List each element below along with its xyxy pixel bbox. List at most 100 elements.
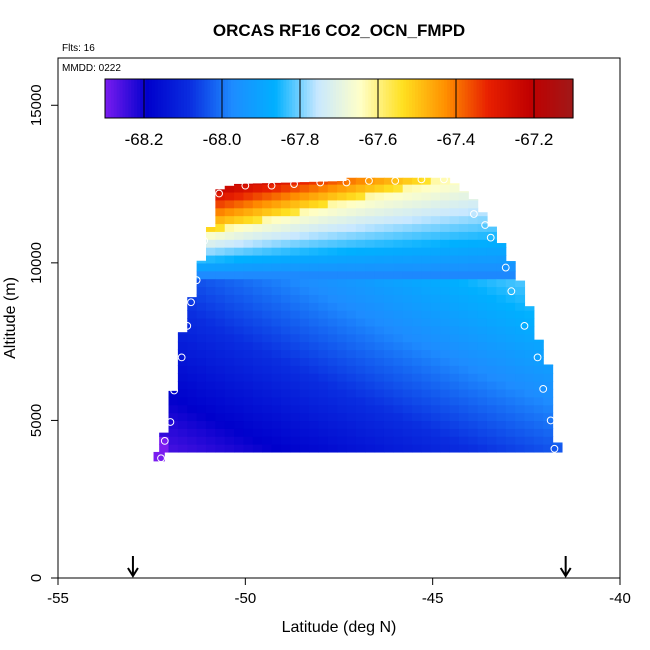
heatmap-cell bbox=[421, 223, 432, 232]
heatmap-cell bbox=[262, 191, 273, 201]
heatmap-cell bbox=[374, 365, 385, 374]
heatmap-cell bbox=[318, 404, 329, 414]
heatmap-cell bbox=[365, 278, 376, 288]
heatmap-cell bbox=[177, 404, 188, 414]
heatmap-cell bbox=[430, 199, 441, 209]
heatmap-cell bbox=[215, 428, 226, 437]
heatmap-cell bbox=[393, 341, 404, 351]
heatmap-cell bbox=[458, 191, 469, 201]
heatmap-cell bbox=[505, 373, 516, 382]
heatmap-cell bbox=[355, 254, 366, 264]
heatmap-cell bbox=[271, 254, 282, 264]
colorbar-swatch bbox=[163, 79, 168, 118]
heatmap-cell bbox=[421, 231, 432, 240]
heatmap-cell bbox=[374, 262, 385, 272]
heatmap-cell bbox=[440, 333, 451, 343]
heatmap-cell bbox=[224, 325, 235, 335]
heatmap-cell bbox=[271, 278, 282, 288]
heatmap-cell bbox=[299, 302, 310, 311]
heatmap-cell bbox=[477, 396, 488, 406]
heatmap-cell bbox=[412, 325, 423, 335]
colorbar-swatch bbox=[426, 79, 431, 118]
heatmap-cell bbox=[458, 215, 469, 225]
heatmap-cell bbox=[252, 420, 263, 429]
heatmap-cell bbox=[430, 278, 441, 288]
heatmap-cell bbox=[505, 428, 516, 437]
colorbar-swatch bbox=[453, 79, 457, 118]
heatmap-cell bbox=[421, 278, 432, 288]
heatmap-cell bbox=[430, 428, 441, 437]
heatmap-cell bbox=[309, 247, 319, 256]
heatmap-cell bbox=[337, 231, 348, 240]
heatmap-cell bbox=[402, 436, 413, 445]
heatmap-cell bbox=[477, 341, 488, 351]
heatmap-cell bbox=[252, 184, 263, 193]
heatmap-cell bbox=[290, 184, 301, 193]
heatmap-cell bbox=[271, 247, 282, 256]
heatmap-cell bbox=[290, 388, 301, 398]
heatmap-cell bbox=[280, 223, 291, 232]
heatmap-cell bbox=[299, 341, 310, 351]
heatmap-cell bbox=[234, 247, 245, 256]
heatmap-cell bbox=[290, 294, 301, 303]
heatmap-cell bbox=[393, 428, 404, 437]
heatmap-cell bbox=[327, 270, 338, 280]
heatmap-cell bbox=[299, 436, 310, 445]
heatmap-cell bbox=[262, 199, 273, 209]
heatmap-cell bbox=[309, 262, 319, 272]
heatmap-cell bbox=[337, 396, 348, 406]
colorbar-swatch bbox=[403, 79, 407, 118]
heatmap-cell bbox=[337, 310, 348, 319]
heatmap-cell bbox=[533, 396, 544, 406]
colorbar-swatch bbox=[488, 79, 492, 118]
heatmap-cell bbox=[346, 420, 357, 429]
heatmap-cell bbox=[337, 278, 348, 288]
heatmap-cell bbox=[234, 333, 245, 343]
heatmap-cell bbox=[402, 278, 413, 288]
heatmap-cell bbox=[440, 239, 451, 248]
heatmap-cell bbox=[337, 373, 348, 382]
heatmap-cell bbox=[196, 302, 207, 311]
heatmap-cell bbox=[327, 381, 338, 390]
heatmap-cell bbox=[430, 177, 441, 185]
heatmap-cell bbox=[337, 444, 348, 453]
heatmap-cell bbox=[299, 420, 310, 429]
heatmap-cell bbox=[430, 254, 441, 264]
heatmap-cell bbox=[243, 223, 254, 232]
heatmap-cell bbox=[262, 270, 273, 280]
heatmap-cell bbox=[477, 254, 488, 264]
flight-point bbox=[241, 181, 250, 190]
y-axis-title: Altitude (m) bbox=[2, 277, 19, 359]
heatmap-cell bbox=[318, 444, 329, 453]
heatmap-cell bbox=[187, 341, 198, 351]
heatmap-cell bbox=[234, 270, 245, 280]
heatmap-cell bbox=[346, 191, 357, 201]
heatmap-cell bbox=[496, 396, 507, 406]
heatmap-cell bbox=[318, 215, 329, 225]
heatmap-cell bbox=[486, 302, 497, 311]
heatmap-cell bbox=[374, 341, 385, 351]
heatmap-cell bbox=[477, 231, 488, 240]
heatmap-cell bbox=[271, 428, 282, 437]
heatmap-cell bbox=[234, 341, 245, 351]
heatmap-cell bbox=[533, 404, 544, 414]
heatmap-cell bbox=[271, 318, 282, 327]
heatmap-cell bbox=[243, 436, 254, 445]
heatmap-cell bbox=[496, 388, 507, 398]
heatmap-cell bbox=[355, 357, 366, 366]
heatmap-cell bbox=[280, 412, 291, 422]
heatmap-cell bbox=[440, 207, 451, 217]
heatmap-cell bbox=[355, 184, 366, 193]
heatmap-cell bbox=[318, 381, 329, 390]
heatmap-cell bbox=[383, 333, 394, 343]
heatmap-cell bbox=[402, 207, 413, 217]
heatmap-cell bbox=[402, 428, 413, 437]
heatmap-cell bbox=[449, 286, 460, 295]
heatmap-cell bbox=[243, 215, 254, 225]
heatmap-cell bbox=[205, 310, 216, 319]
heatmap-cell bbox=[243, 404, 254, 414]
heatmap-cell bbox=[290, 444, 301, 453]
colorbar-swatch bbox=[555, 79, 559, 118]
heatmap-cell bbox=[271, 294, 282, 303]
colorbar-swatch bbox=[219, 79, 223, 118]
